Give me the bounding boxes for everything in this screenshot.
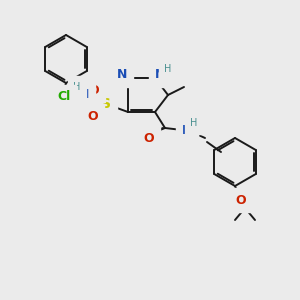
Text: O: O [236,194,246,206]
Text: H: H [73,82,81,92]
Text: S: S [101,97,111,111]
Text: N: N [155,68,165,82]
Text: H: H [164,64,172,74]
Text: N: N [117,68,127,82]
Text: H: H [190,118,198,128]
Text: Cl: Cl [57,91,70,103]
Text: O: O [88,110,98,122]
Text: O: O [144,131,154,145]
Text: N: N [79,88,89,100]
Text: N: N [182,124,192,136]
Text: O: O [89,83,99,97]
